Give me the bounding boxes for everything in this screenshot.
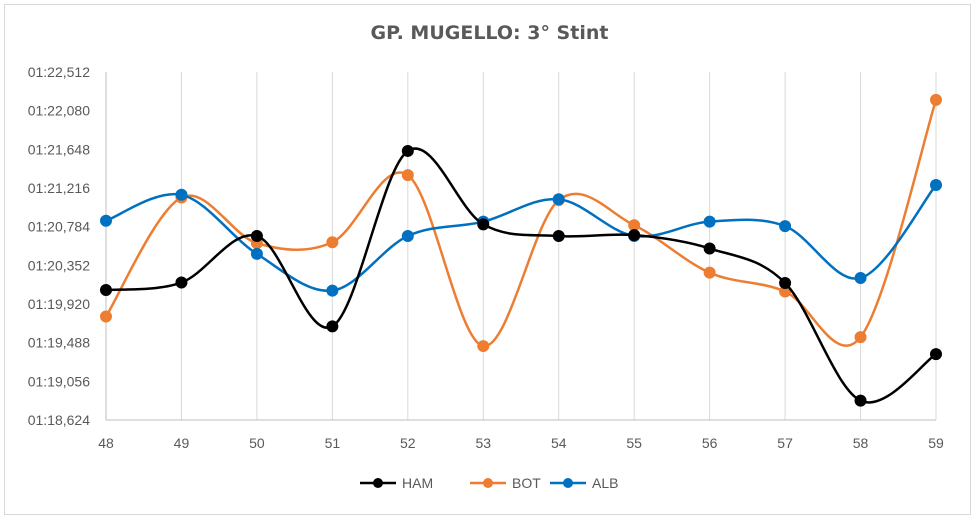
x-tick-label: 51 (325, 435, 341, 451)
data-point-alb-59 (930, 178, 942, 191)
data-point-ham-51 (326, 320, 339, 333)
data-point-bot-59 (930, 93, 942, 106)
data-point-ham-59 (930, 348, 942, 361)
data-point-alb-51 (326, 284, 339, 297)
y-tick-label: 01:20,784 (28, 219, 90, 235)
legend-swatch-marker (483, 478, 493, 488)
data-point-alb-49 (175, 188, 188, 201)
data-point-bot-53 (477, 340, 490, 353)
x-tick-label: 54 (551, 435, 567, 451)
x-tick-label: 48 (98, 435, 114, 451)
legend: HAM BOT ALB (360, 475, 618, 491)
y-tick-label: 01:22,512 (28, 64, 90, 80)
data-point-bot-58 (854, 331, 867, 344)
data-point-alb-57 (779, 220, 792, 233)
legend-label-bot: BOT (512, 475, 541, 491)
x-tick-label: 56 (702, 435, 718, 451)
data-point-alb-54 (552, 193, 565, 206)
series-line-ham (105, 147, 937, 404)
legend-swatch-marker (563, 478, 573, 488)
series-bot (100, 93, 942, 353)
x-tick-label: 55 (626, 435, 642, 451)
data-point-ham-49 (175, 276, 188, 289)
data-point-alb-56 (703, 215, 716, 228)
legend-item-bot: BOT (470, 475, 541, 491)
series-ham (100, 144, 942, 407)
x-tick-label: 50 (249, 435, 265, 451)
chart-frame (4, 4, 971, 515)
y-tick-label: 01:20,352 (28, 257, 90, 273)
series-line-bot (104, 99, 938, 348)
data-point-ham-57 (779, 276, 792, 289)
legend-label-ham: HAM (402, 475, 433, 491)
y-tick-label: 01:21,216 (28, 180, 90, 196)
data-point-bot-48 (100, 310, 112, 323)
y-tick-label: 01:19,056 (28, 373, 90, 389)
data-point-ham-56 (703, 242, 716, 255)
x-tick-label: 52 (400, 435, 416, 451)
data-point-alb-52 (401, 229, 414, 242)
series-line-alb (105, 184, 937, 292)
x-tick-label: 49 (174, 435, 190, 451)
legend-item-alb: ALB (550, 475, 618, 491)
data-point-bot-51 (326, 236, 339, 249)
data-point-ham-48 (100, 284, 112, 297)
x-tick-label: 58 (853, 435, 869, 451)
y-tick-label: 01:19,920 (28, 296, 90, 312)
data-point-alb-50 (250, 247, 263, 260)
y-tick-label: 01:22,080 (28, 103, 90, 119)
data-point-alb-58 (854, 272, 867, 285)
x-tick-label: 59 (928, 435, 944, 451)
legend-label-alb: ALB (592, 475, 618, 491)
x-tick-label: 57 (777, 435, 793, 451)
y-tick-label: 01:18,624 (28, 412, 90, 428)
grid-lines (180, 72, 937, 420)
legend-swatch-marker (373, 478, 383, 488)
chart-title: GP. MUGELLO: 3° Stint (370, 22, 609, 44)
x-axis-tick-labels: 48 49 50 51 52 53 54 55 56 57 58 59 (98, 435, 944, 451)
legend-item-ham: HAM (360, 475, 433, 491)
axes (105, 72, 936, 421)
series-alb (100, 178, 942, 297)
data-point-ham-50 (250, 229, 263, 242)
data-point-bot-52 (401, 169, 414, 182)
data-point-bot-56 (703, 266, 716, 279)
y-axis-tick-labels: 01:18,624 01:19,056 01:19,488 01:19,920 01:2… (28, 64, 90, 428)
y-tick-label: 01:21,648 (28, 141, 90, 157)
y-tick-label: 01:19,488 (28, 335, 90, 351)
data-point-ham-52 (401, 144, 414, 157)
data-point-ham-55 (628, 229, 641, 242)
data-point-ham-54 (552, 229, 565, 242)
x-tick-label: 53 (475, 435, 491, 451)
series-lines (100, 93, 942, 407)
data-point-alb-48 (100, 214, 112, 227)
data-point-ham-53 (477, 218, 490, 231)
data-point-ham-58 (854, 394, 867, 407)
